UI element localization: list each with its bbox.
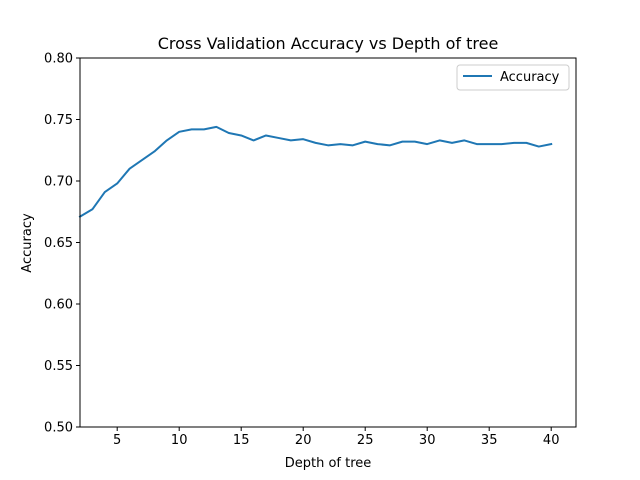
y-tick-label: 0.70 bbox=[44, 175, 73, 190]
x-tick-label: 15 bbox=[233, 433, 250, 448]
x-tick-label: 30 bbox=[419, 433, 436, 448]
y-tick-label: 0.80 bbox=[44, 52, 73, 67]
plot-area bbox=[78, 125, 553, 219]
y-tick-label: 0.60 bbox=[44, 298, 73, 313]
x-tick-label: 35 bbox=[481, 433, 498, 448]
x-tick-label: 10 bbox=[171, 433, 188, 448]
y-tick-label: 0.50 bbox=[44, 421, 73, 436]
x-tick-label: 5 bbox=[113, 433, 121, 448]
x-tick-label: 25 bbox=[357, 433, 374, 448]
x-axis-ticks: 5 10 15 20 25 30 35 40 bbox=[113, 427, 559, 448]
y-axis-ticks: 0.50 0.55 0.60 0.65 0.70 0.75 0.80 bbox=[44, 52, 80, 436]
x-axis-label: Depth of tree bbox=[285, 456, 372, 471]
series-line-accuracy bbox=[78, 125, 553, 219]
chart-title: Cross Validation Accuracy vs Depth of tr… bbox=[158, 34, 499, 53]
legend-label: Accuracy bbox=[500, 70, 560, 85]
y-tick-label: 0.55 bbox=[44, 359, 73, 374]
y-tick-label: 0.75 bbox=[44, 113, 73, 128]
x-tick-label: 40 bbox=[543, 433, 560, 448]
legend: Accuracy bbox=[456, 64, 570, 91]
legend-box bbox=[456, 64, 570, 91]
y-tick-label: 0.65 bbox=[44, 236, 73, 251]
y-axis-label: Accuracy bbox=[20, 213, 35, 273]
x-tick-label: 20 bbox=[295, 433, 312, 448]
